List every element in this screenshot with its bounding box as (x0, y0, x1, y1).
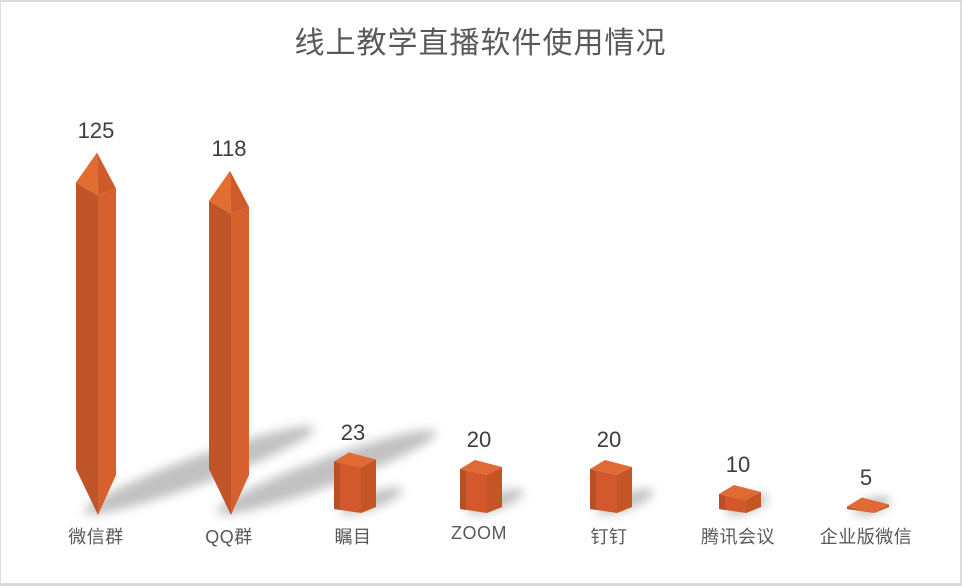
bar-column-5 (719, 485, 761, 513)
bar-column-4 (590, 460, 632, 513)
chart-title: 线上教学直播软件使用情况 (294, 27, 667, 60)
value-label-6: 5 (859, 464, 873, 490)
value-label-1: 118 (211, 135, 247, 161)
bar-column-3 (460, 460, 502, 513)
value-label-3: 20 (466, 427, 492, 452)
category-label-2: 瞩目 (334, 527, 372, 547)
value-label-2: 23 (340, 419, 366, 445)
category-label-1: QQ群 (205, 527, 253, 547)
value-label-0: 125 (77, 117, 115, 143)
category-label-0: 微信群 (68, 527, 124, 547)
value-label-4: 20 (596, 427, 622, 452)
bar-column-2 (334, 452, 376, 513)
category-label-5: 腾讯会议 (701, 527, 775, 547)
category-label-6: 企业版微信 (819, 527, 913, 547)
value-label-5: 10 (725, 452, 751, 477)
category-label-3: ZOOM (451, 523, 507, 543)
bar-column-0 (76, 152, 116, 515)
category-label-4: 钉钉 (590, 527, 628, 547)
bar-column-1 (209, 170, 249, 515)
bar-column-6 (847, 497, 889, 513)
